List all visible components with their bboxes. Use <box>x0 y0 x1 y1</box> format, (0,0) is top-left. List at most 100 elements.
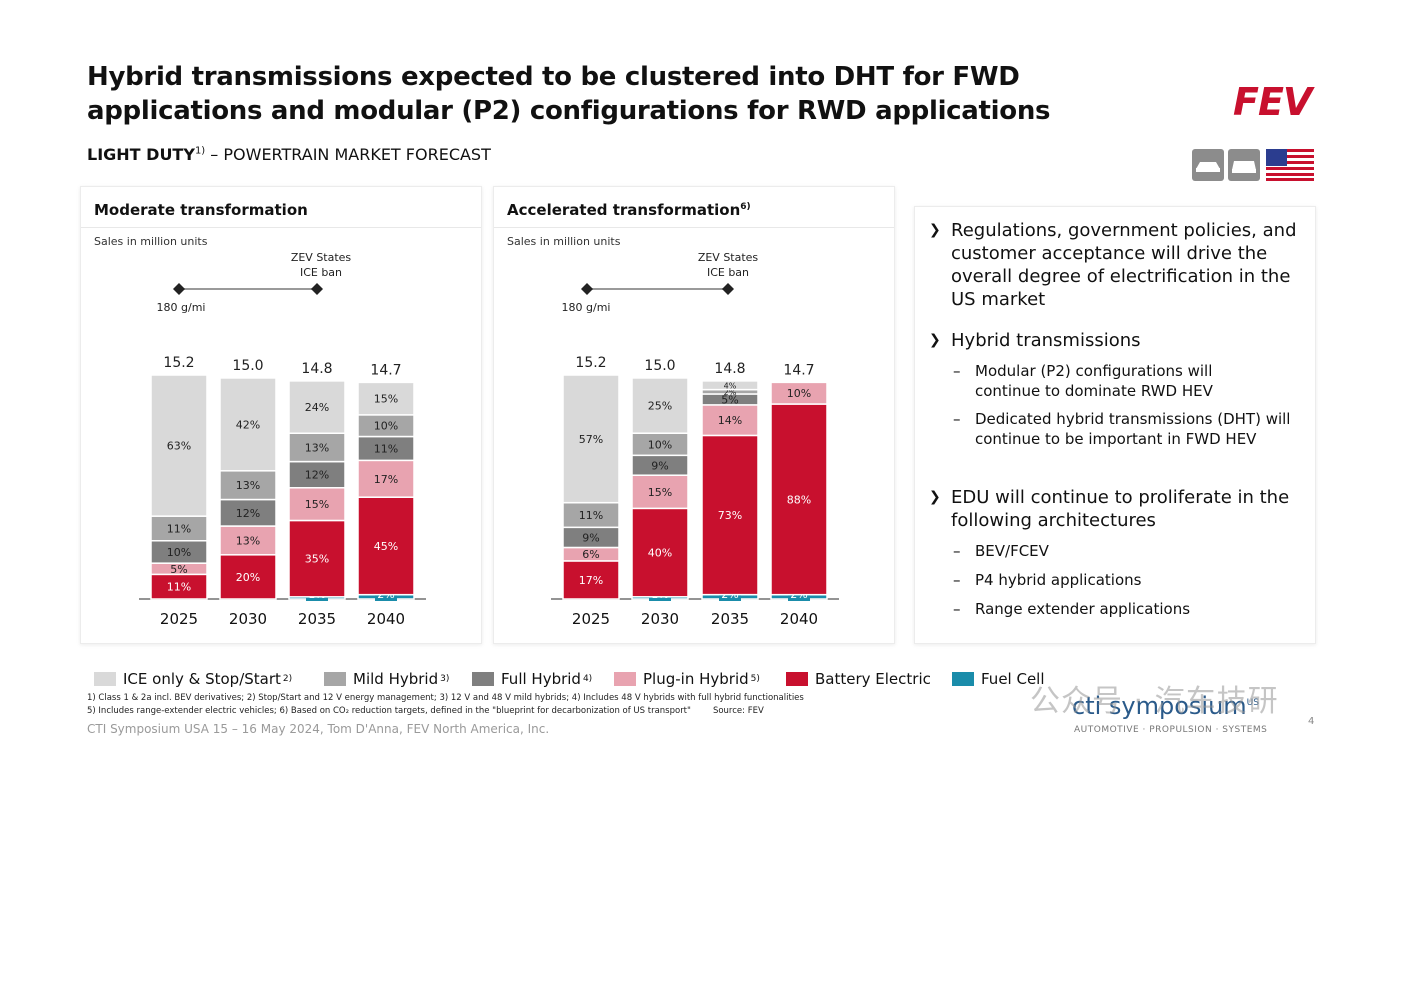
total-label-2040: 14.7 <box>370 362 401 378</box>
sub-bullet-p2: – Modular (P2) configurations will contin… <box>953 362 1213 400</box>
data-label-mild-2025: 11% <box>579 509 603 522</box>
data-label-ice-2040: 15% <box>374 393 398 406</box>
sub-bullet-dht: – Dedicated hybrid transmissions (DHT) wi… <box>953 410 1291 448</box>
marker-right-label-2: ICE ban <box>300 266 342 279</box>
x-tick-label-2025: 2025 <box>572 610 610 628</box>
data-label-phev-2030: 15% <box>648 486 672 499</box>
watermark: 公众号 · 汽车技研 <box>1030 684 1279 719</box>
arrow-bullet-icon: ❯ <box>929 332 941 348</box>
data-label-ice-2030: 25% <box>648 400 672 413</box>
data-label-mild-2025: 11% <box>167 522 191 535</box>
legend-swatch <box>472 672 494 686</box>
suv-icon <box>1228 149 1260 181</box>
total-label-2025: 15.2 <box>575 355 606 371</box>
bar-segment-bev-2025 <box>562 560 620 600</box>
data-label-ice-2035: 24% <box>305 401 329 414</box>
bar-segment-full-2035 <box>288 460 346 489</box>
sub-bullet-p4: – P4 hybrid applications <box>953 571 1142 589</box>
legend-item-fuel-cell: Fuel Cell <box>952 668 1047 690</box>
marker-left-label: 180 g/mi <box>157 301 206 314</box>
data-label-bev-2035: 73% <box>718 509 742 522</box>
stacked-bar-chart-moderate: 180 g/mi ZEV States ICE ban 11% 5% 10% 11% 6… <box>139 251 426 628</box>
data-label-bev-2040: 45% <box>374 540 398 553</box>
bar-segment-bev-2040 <box>770 403 828 596</box>
data-label-full-2030: 9% <box>651 459 668 472</box>
legend-item-full-hybrid: Full Hybrid 4) <box>472 668 592 690</box>
total-label-2035: 14.8 <box>714 361 745 377</box>
footer-text: CTI Symposium USA 15 – 16 May 2024, Tom … <box>87 722 550 736</box>
data-label-ice-2025: 63% <box>167 440 191 453</box>
data-label-full-2035: 5% <box>721 393 738 406</box>
data-label-bev-2025: 11% <box>167 581 191 594</box>
timeline-marker: 180 g/mi ZEV States ICE ban <box>562 251 759 314</box>
arrow-bullet-icon: ❯ <box>929 222 941 238</box>
cti-symposium-logo: cti symposiumUS <box>1072 692 1259 720</box>
marker-diamond-left <box>173 283 185 295</box>
total-label-2030: 15.0 <box>232 358 263 374</box>
bar-segment-ice-2030 <box>631 377 689 434</box>
marker-diamond-right <box>722 283 734 295</box>
bar-segment-phev-2040 <box>770 381 828 405</box>
legend-swatch <box>952 672 974 686</box>
bar-segment-bev-2040 <box>357 496 415 596</box>
marker-left-label: 180 g/mi <box>562 301 611 314</box>
bullet-hybrid-transmissions: ❯ Hybrid transmissions <box>929 330 1141 351</box>
legend-swatch <box>94 672 116 686</box>
bar-segment-ice-2040 <box>357 381 415 416</box>
chart-legend: ICE only & Stop/Start 2) Mild Hybrid 3) Fu… <box>94 668 1094 690</box>
sub-bullet-range-extender: – Range extender applications <box>953 600 1191 618</box>
x-tick-label-2035: 2035 <box>711 610 749 628</box>
legend-swatch <box>324 672 346 686</box>
legend-swatch <box>786 672 808 686</box>
bar-segment-bev-2035 <box>288 519 346 598</box>
marker-diamond-right <box>311 283 323 295</box>
data-label-mild-2035: 2% <box>724 388 737 397</box>
legend-item-battery-electric: Battery Electric <box>786 668 933 690</box>
data-label-ice-2025: 57% <box>579 433 603 446</box>
footnote-line-1: 1) Class 1 & 2a incl. BEV derivatives; 2… <box>87 693 804 703</box>
bar-segment-bev-2025 <box>150 573 208 600</box>
legend-item-mild-hybrid: Mild Hybrid 3) <box>324 668 449 690</box>
page-number: 4 <box>1308 716 1315 727</box>
data-label-bev-2025: 17% <box>579 574 603 587</box>
bullet-edu: ❯ EDU will continue to proliferate in the… <box>929 487 1290 531</box>
total-label-2030: 15.0 <box>644 358 675 374</box>
legend-item-plug-in-hybrid: Plug-in Hybrid 5) <box>614 668 760 690</box>
page-title: Hybrid transmissions expected to be clus… <box>87 62 1051 126</box>
x-tick-label-2040: 2040 <box>780 610 818 628</box>
bar-segment-bev-2030 <box>219 554 277 600</box>
marker-right-label-1: ZEV States <box>291 251 352 264</box>
total-label-2040: 14.7 <box>783 362 814 378</box>
data-label-ice-2035: 4% <box>724 381 737 390</box>
x-tick-label-2025: 2025 <box>160 610 198 628</box>
bar-segment-ice-2025 <box>562 374 620 504</box>
sedan-icon <box>1192 149 1224 181</box>
data-label-bev-2040: 88% <box>787 493 811 506</box>
stacked-bar-chart-accelerated: 180 g/mi ZEV States ICE ban 17% 6% 9% 11% 57… <box>551 251 839 628</box>
x-tick-label-2030: 2030 <box>641 610 679 628</box>
marker-right-label-1: ZEV States <box>698 251 759 264</box>
bar-segment-mild-2035 <box>288 432 346 463</box>
legend-item-ice: ICE only & Stop/Start 2) <box>94 668 292 690</box>
panel-divider <box>81 227 481 228</box>
x-tick-label-2040: 2040 <box>367 610 405 628</box>
bar-segment-mild-2025 <box>150 515 208 542</box>
data-label-full-2030: 12% <box>236 507 260 520</box>
marker-right-label-2: ICE ban <box>707 266 749 279</box>
data-label-mild-2040: 10% <box>374 420 398 433</box>
x-tick-label-2030: 2030 <box>229 610 267 628</box>
data-label-bev-2035: 35% <box>305 553 329 566</box>
key-takeaways-panel: ❯ Regulations, government policies, and c… <box>914 206 1316 644</box>
chart-panel-accelerated: Accelerated transformation6) Sales in mi… <box>493 186 895 644</box>
data-label-full-2040: 11% <box>374 442 398 455</box>
data-label-phev-2025: 6% <box>582 548 599 561</box>
us-flag-icon <box>1266 149 1314 181</box>
bar-segment-full-2030 <box>219 498 277 527</box>
data-label-ice-2030: 42% <box>236 418 260 431</box>
bar-segment-bev-2030 <box>631 507 689 598</box>
bar-segment-ice-2035 <box>701 380 759 391</box>
data-label-phev-2035: 15% <box>305 498 329 511</box>
bar-segment-ice-2030 <box>219 377 277 472</box>
marker-diamond-left <box>581 283 593 295</box>
data-label-full-2025: 10% <box>167 546 191 559</box>
